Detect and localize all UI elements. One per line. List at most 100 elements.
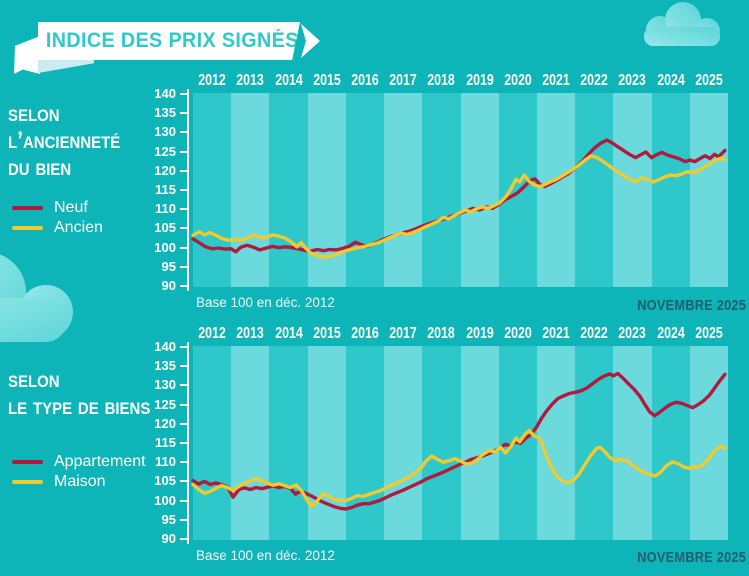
date-stamp: NOVEMBRE 2025 xyxy=(637,297,746,314)
series-line-neuf xyxy=(191,138,727,254)
y-axis-tick xyxy=(180,384,188,387)
section-heading-line: l’ancienneté xyxy=(8,127,121,154)
chart-lines xyxy=(191,138,727,259)
x-axis-year-label: 2020 xyxy=(504,325,532,342)
x-axis-year-label: 2025 xyxy=(695,72,723,89)
y-axis-label: 95 xyxy=(161,258,176,274)
ancien-line-swatch xyxy=(12,225,43,231)
y-axis-tick xyxy=(180,150,188,153)
x-axis-year-label: 2012 xyxy=(198,72,226,89)
x-axis-year-label: 2014 xyxy=(274,325,303,342)
year-band-2025 xyxy=(689,93,729,287)
y-axis-label: 130 xyxy=(154,377,176,393)
ribbon-tail xyxy=(14,36,40,74)
y-axis-tick xyxy=(180,346,188,348)
legend-item-ancien: Ancien xyxy=(12,218,103,238)
y-axis-label: 95 xyxy=(161,511,176,527)
year-band-2021 xyxy=(536,93,576,287)
x-axis-year-label: 2025 xyxy=(695,325,723,342)
y-axis-tick xyxy=(180,208,188,211)
x-axis-year-label: 2021 xyxy=(542,72,570,89)
year-band-2018 xyxy=(422,93,461,287)
year-band-2014 xyxy=(269,346,309,540)
x-axis-year-label: 2013 xyxy=(236,325,265,342)
x-axis-year-label: 2019 xyxy=(465,72,494,89)
x-axis-year-label: 2017 xyxy=(389,325,417,342)
x-axis-year-label: 2023 xyxy=(618,325,647,342)
x-axis-years: 2012 2013 2014 2015 2016 2017 2018 2019 2020 2021… xyxy=(193,72,728,92)
cloud-icon xyxy=(644,2,720,46)
year-band-2022 xyxy=(575,93,614,287)
y-axis-tick xyxy=(180,422,188,425)
year-band-2020 xyxy=(498,93,538,287)
x-axis-year-label: 2020 xyxy=(504,72,532,89)
y-axis-tick xyxy=(180,403,188,406)
base-note: Base 100 en déc. 2012 xyxy=(196,295,335,310)
ribbon-arrow-icon xyxy=(301,24,320,58)
chart-lines xyxy=(191,371,727,511)
y-axis-label: 105 xyxy=(154,220,176,236)
legend-label: Appartement xyxy=(54,453,146,470)
year-band-2013 xyxy=(231,346,270,540)
legend-label: Maison xyxy=(54,473,106,490)
y-axis-tick xyxy=(180,480,188,483)
y-axis-tick xyxy=(180,93,188,95)
year-band-2023 xyxy=(613,93,653,287)
x-axis-year-label: 2018 xyxy=(427,325,456,342)
year-band-2012 xyxy=(193,93,232,287)
x-axis-year-label: 2016 xyxy=(351,325,379,342)
x-axis-year-label: 2017 xyxy=(389,72,417,89)
year-band-2019 xyxy=(460,346,500,540)
y-axis-label: 135 xyxy=(154,105,176,121)
y-axis-label: 140 xyxy=(154,86,176,101)
x-axis-year-label: 2019 xyxy=(465,325,494,342)
y-axis-label: 100 xyxy=(154,239,176,255)
chart-type-de-biens-plot-area: 2012 2013 2014 2015 2016 2017 2018 2019 2020 2021… xyxy=(154,325,729,546)
cloud-icon xyxy=(0,254,73,342)
x-axis-year-label: 2021 xyxy=(542,325,570,342)
series-line-maison xyxy=(191,428,727,509)
x-axis-years: 2012 2013 2014 2015 2016 2017 2018 2019 2020 2021… xyxy=(193,325,728,345)
y-axis-tick xyxy=(180,442,188,444)
y-axis-label: 110 xyxy=(155,454,176,470)
date-stamp: NOVEMBRE 2025 xyxy=(637,549,746,566)
x-axis-year-label: 2023 xyxy=(618,72,647,89)
y-axis-tick xyxy=(180,461,188,464)
x-axis-year-label: 2022 xyxy=(580,72,609,89)
legend-label: Neuf xyxy=(54,199,88,216)
year-band-2024 xyxy=(651,346,691,540)
year-band-2017 xyxy=(384,93,423,287)
legend-item-appartement: Appartement xyxy=(12,452,146,472)
y-axis-label: 120 xyxy=(154,162,176,178)
year-band-2024 xyxy=(651,93,691,287)
section-heading-type-de-biens: Selon le type de biens xyxy=(8,366,150,420)
legend-item-maison: Maison xyxy=(12,472,106,492)
ribbon-fold xyxy=(38,60,94,73)
legend-item-neuf: Neuf xyxy=(12,198,88,218)
y-axis-label: 115 xyxy=(155,435,176,450)
x-axis-year-label: 2015 xyxy=(312,325,341,342)
y-axis-tick xyxy=(180,365,188,368)
x-axis-year-label: 2022 xyxy=(580,325,609,342)
y-axis-tick xyxy=(180,112,188,115)
y-axis-label: 90 xyxy=(161,278,176,293)
y-axis-label: 110 xyxy=(155,201,176,217)
year-bands xyxy=(193,93,729,287)
x-axis-year-label: 2024 xyxy=(656,325,685,342)
y-axis-label: 120 xyxy=(154,415,176,431)
appartement-line-swatch xyxy=(12,459,43,465)
page-title: INDICE DES PRIX SIGNÉS xyxy=(45,29,299,52)
year-band-2014 xyxy=(269,93,309,287)
x-axis-year-label: 2012 xyxy=(198,325,226,342)
y-axis-tick xyxy=(180,518,188,521)
y-axis-line xyxy=(187,342,190,544)
legend-label: Ancien xyxy=(54,219,103,236)
y-axis-label: 140 xyxy=(154,339,176,354)
year-band-2018 xyxy=(422,346,461,540)
year-band-2022 xyxy=(575,346,614,540)
y-axis-label: 125 xyxy=(154,396,176,412)
y-axis-tick xyxy=(180,227,188,230)
section-heading-line: le type de biens xyxy=(8,393,151,420)
y-axis-tick xyxy=(180,285,188,287)
